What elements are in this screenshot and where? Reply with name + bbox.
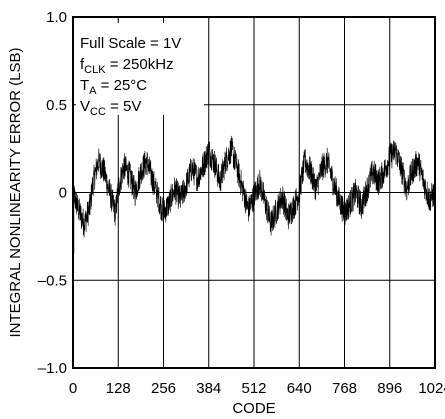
- condition-line: Full Scale = 1V: [80, 35, 181, 52]
- y-axis-label: INTEGRAL NONLINEARITY ERROR (LSB): [7, 47, 24, 337]
- conditions-box-background: [76, 23, 204, 115]
- condition-line: fCLK = 250kHz: [80, 56, 174, 76]
- x-tick-label: 128: [106, 380, 131, 397]
- y-tick-label: 1.0: [46, 9, 67, 26]
- plot-frame: [72, 16, 436, 369]
- x-tick-label: 0: [69, 380, 77, 397]
- x-tick-label: 640: [287, 380, 312, 397]
- x-tick-labels: 0 128 256 384 512 640 768 896 1024: [69, 380, 445, 397]
- x-tick-label: 512: [241, 380, 266, 397]
- y-tick-label: –0.5: [38, 272, 67, 289]
- condition-line: VCC = 5V: [80, 98, 141, 118]
- x-tick-label: 1024: [418, 380, 445, 397]
- x-tick-label: 896: [377, 380, 402, 397]
- y-tick-label: 0: [59, 185, 67, 202]
- y-tick-labels: 1.0 0.5 0 –0.5 –1.0: [38, 9, 67, 377]
- x-tick-label: 384: [196, 380, 221, 397]
- x-tick-label: 256: [151, 380, 176, 397]
- condition-line: TA = 25°C: [80, 77, 147, 97]
- inl-trace-line: [72, 135, 436, 238]
- x-axis-label: CODE: [232, 400, 275, 417]
- y-tick-label: –1.0: [38, 360, 67, 377]
- y-tick-label: 0.5: [46, 97, 67, 114]
- x-tick-label: 768: [332, 380, 357, 397]
